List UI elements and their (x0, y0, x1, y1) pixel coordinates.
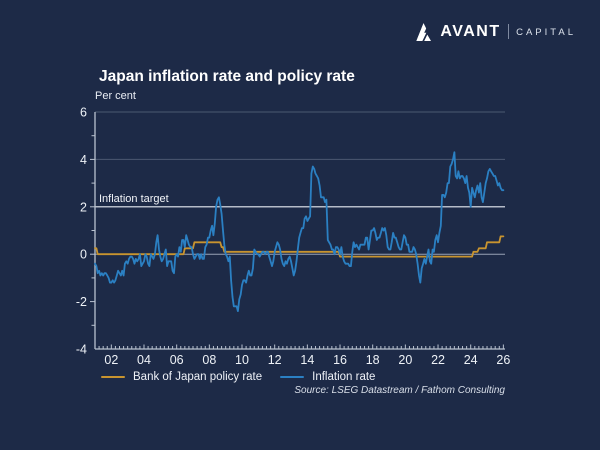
y-tick-label: 4 (80, 153, 87, 167)
x-tick-label: 06 (170, 353, 184, 367)
x-tick-label: 12 (268, 353, 282, 367)
policy-rate-line (94, 235, 505, 258)
y-tick-label: 2 (80, 200, 87, 214)
logo-divider (507, 24, 510, 39)
y-tick-label: 0 (80, 248, 87, 262)
legend-item-policy-rate: Bank of Japan policy rate (101, 371, 262, 383)
inflation-rate-swatch (280, 375, 305, 379)
chart-title: Japan inflation rate and policy rate (99, 68, 355, 85)
policy-rate-legend-label: Bank of Japan policy rate (133, 371, 263, 383)
x-tick-label: 22 (431, 353, 445, 367)
inflation-rate-line (94, 151, 505, 313)
x-tick-label: 08 (202, 353, 216, 367)
inflation-target-label: Inflation target (99, 193, 169, 205)
y-tick-label: 6 (80, 106, 87, 120)
source-note: Source: LSEG Datastream / Fathom Consult… (294, 385, 505, 396)
logo-suffix-text: CAPITAL (516, 26, 576, 38)
x-tick-label: 10 (235, 353, 249, 367)
x-tick-label: 02 (104, 353, 118, 367)
x-tick-label: 20 (398, 353, 412, 367)
x-tick-label: 04 (137, 353, 151, 367)
inflation-rate-legend-label: Inflation rate (312, 371, 376, 383)
policy-rate-swatch (101, 375, 125, 379)
chart-legend: Bank of Japan policy rate Inflation rate (101, 371, 375, 383)
x-tick-label: 16 (333, 353, 347, 367)
logo-brand-text: AVANT (440, 22, 501, 40)
logo-mountain-icon (414, 21, 433, 42)
y-tick-label: -2 (76, 295, 87, 309)
legend-item-inflation-rate: Inflation rate (280, 371, 375, 383)
x-tick-label: 26 (496, 353, 510, 367)
y-axis-units-label: Per cent (95, 90, 136, 102)
x-tick-label: 14 (300, 353, 314, 367)
x-tick-label: 18 (366, 353, 380, 367)
logo: AVANT CAPITAL (414, 21, 576, 42)
y-tick-label: -4 (76, 343, 87, 357)
x-tick-label: 24 (464, 353, 478, 367)
